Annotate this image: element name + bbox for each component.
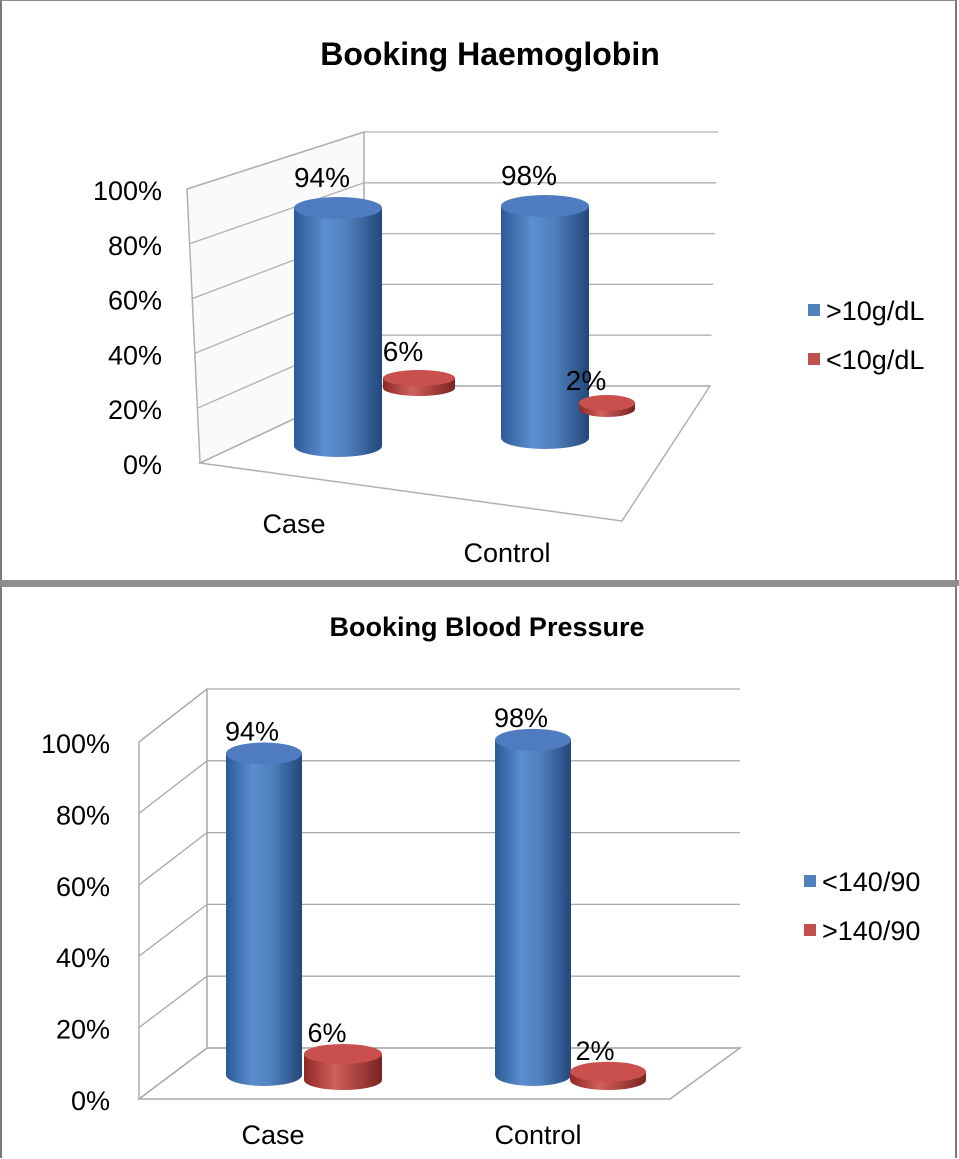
y-tick-label: 60% xyxy=(56,872,110,902)
y-tick-label: 100% xyxy=(93,176,162,206)
side-wall xyxy=(138,687,208,1101)
chart-panel-haemoglobin: Booking Haemoglobin 0% 20% 40% 60% 80% 100% 94… xyxy=(0,0,957,582)
x-category-label: Control xyxy=(494,1120,581,1150)
haemoglobin-chart: Booking Haemoglobin 0% 20% 40% 60% 80% 100% 94… xyxy=(93,36,924,568)
bar-case-series-1-top xyxy=(226,742,302,765)
bar-control-series-1 xyxy=(501,195,589,449)
bar-control-series-1-body xyxy=(501,206,589,449)
bar-case-series-2-body xyxy=(304,1053,382,1090)
legend-label: <10g/dL xyxy=(826,345,924,375)
gridline-side xyxy=(138,1047,208,1100)
gridline-side xyxy=(138,975,208,1029)
bar-control-series-2-top xyxy=(579,395,635,411)
data-label: 2% xyxy=(566,365,606,396)
gridline-side xyxy=(138,760,208,814)
panel-divider xyxy=(0,580,959,586)
gridline-side xyxy=(138,832,208,886)
y-tick-label: 60% xyxy=(108,286,162,316)
legend-swatch xyxy=(804,924,816,936)
data-label: 94% xyxy=(294,162,350,193)
bar-case-series-2 xyxy=(383,370,455,396)
chart-panel-blood-pressure: Booking Blood Pressure 0% 20% 40% 60% 80% 100… xyxy=(0,586,957,1158)
bar-control-series-2-top xyxy=(570,1061,646,1082)
bar-control-series-1-top xyxy=(501,195,589,217)
y-tick-label: 20% xyxy=(56,1015,110,1045)
bar-control-series-2 xyxy=(570,1061,646,1090)
bar-control-series-2 xyxy=(579,395,635,417)
legend-label: >140/90 xyxy=(822,916,920,946)
data-label: 2% xyxy=(575,1036,614,1066)
bar-case-series-2 xyxy=(304,1043,382,1090)
y-tick-label: 0% xyxy=(123,450,162,480)
data-label: 6% xyxy=(307,1018,346,1048)
bar-control-series-1-body xyxy=(495,739,571,1086)
blood-pressure-chart: Booking Blood Pressure 0% 20% 40% 60% 80% 100… xyxy=(41,612,920,1150)
bar-case-series-1-body xyxy=(294,208,382,457)
bar-control-series-1 xyxy=(495,728,571,1086)
x-category-label: Case xyxy=(241,1120,304,1150)
y-tick-label: 0% xyxy=(71,1086,110,1116)
data-label: 94% xyxy=(225,717,279,747)
data-label: 98% xyxy=(501,160,557,191)
data-label: 6% xyxy=(383,336,423,367)
legend-swatch xyxy=(804,875,816,887)
y-tick-label: 80% xyxy=(108,231,162,261)
y-tick-label: 40% xyxy=(56,943,110,973)
gridline-side xyxy=(186,131,365,190)
legend-swatch xyxy=(808,304,820,316)
y-tick-label: 20% xyxy=(108,395,162,425)
gridline-side xyxy=(189,182,365,245)
legend-label: <140/90 xyxy=(822,867,920,897)
legend-swatch xyxy=(808,353,820,365)
chart-title: Booking Haemoglobin xyxy=(320,36,660,72)
x-category-label: Case xyxy=(262,509,325,539)
chart-title: Booking Blood Pressure xyxy=(329,612,644,642)
gridline-side xyxy=(138,903,208,957)
bar-case-series-2-top xyxy=(383,370,455,386)
bar-case-series-1 xyxy=(294,197,382,457)
bar-case-series-2-top xyxy=(304,1043,382,1064)
data-label: 98% xyxy=(494,703,548,733)
legend-label: >10g/dL xyxy=(826,296,924,326)
bar-case-series-1 xyxy=(226,742,302,1086)
bar-case-series-1-body xyxy=(226,753,302,1086)
bar-control-series-1-top xyxy=(495,728,571,751)
y-tick-label: 40% xyxy=(108,340,162,370)
bar-case-series-1-top xyxy=(294,197,382,219)
x-category-label: Control xyxy=(463,538,550,568)
y-tick-label: 80% xyxy=(56,800,110,830)
gridline-side xyxy=(138,688,208,743)
y-tick-label: 100% xyxy=(41,729,110,759)
